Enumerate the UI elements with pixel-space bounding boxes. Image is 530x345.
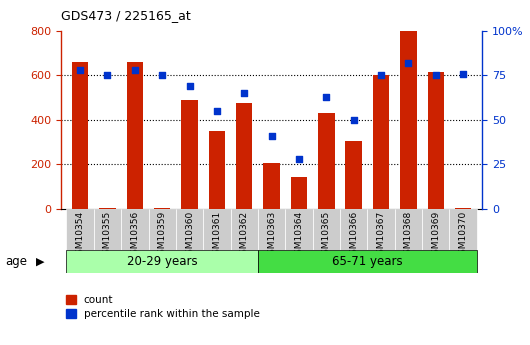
Point (240, 90, 249, 96)
Bar (318, 113, 334, 209)
Text: GSM10367: GSM10367 (377, 211, 385, 260)
Point (404, 60, 413, 66)
Bar (72, 62, 89, 209)
Bar (400, 31, 417, 209)
Point (459, 71, 467, 77)
Text: GSM10361: GSM10361 (213, 211, 222, 260)
Bar (285, 209, 313, 250)
Point (130, 67, 139, 73)
Text: GSM10355: GSM10355 (103, 211, 112, 260)
Point (295, 156, 303, 162)
Point (213, 108, 221, 114)
Bar (181, 100, 198, 209)
Bar (455, 208, 471, 209)
Text: GSM10362: GSM10362 (240, 211, 249, 260)
Bar (236, 103, 252, 209)
Bar (121, 209, 148, 250)
Text: GSM10365: GSM10365 (322, 211, 331, 260)
Text: GSM10364: GSM10364 (295, 211, 304, 260)
Text: 20-29 years: 20-29 years (127, 255, 198, 268)
Bar (99, 208, 116, 209)
Legend: count, percentile rank within the sample: count, percentile rank within the sample (66, 295, 260, 319)
Bar (176, 209, 203, 250)
Point (158, 73, 166, 78)
Bar (209, 131, 225, 209)
Point (349, 117, 358, 122)
Point (377, 73, 385, 78)
Text: GSM10363: GSM10363 (267, 211, 276, 260)
Bar (291, 177, 307, 209)
Text: ▶: ▶ (36, 256, 45, 266)
Bar (449, 209, 477, 250)
Bar (66, 250, 258, 273)
Bar (154, 208, 170, 209)
Point (186, 83, 194, 89)
Point (76, 67, 84, 73)
Bar (94, 209, 121, 250)
Bar (340, 209, 367, 250)
Point (431, 73, 440, 78)
Bar (66, 209, 94, 250)
Text: 65-71 years: 65-71 years (332, 255, 403, 268)
Bar (346, 141, 362, 209)
Bar (148, 209, 176, 250)
Bar (367, 209, 395, 250)
Text: GSM10368: GSM10368 (404, 211, 413, 260)
Point (322, 94, 331, 100)
Bar (428, 72, 444, 209)
Point (268, 133, 276, 139)
Text: age: age (5, 255, 28, 268)
Text: GSM10366: GSM10366 (349, 211, 358, 260)
Point (103, 73, 112, 78)
Text: GSM10360: GSM10360 (185, 211, 194, 260)
Bar (313, 209, 340, 250)
Bar (373, 76, 389, 209)
Bar (258, 209, 285, 250)
Bar (203, 209, 231, 250)
Bar (231, 209, 258, 250)
Text: GSM10359: GSM10359 (158, 211, 166, 260)
Bar (127, 62, 143, 209)
Bar (258, 250, 477, 273)
Text: GSM10356: GSM10356 (130, 211, 139, 260)
Text: GDS473 / 225165_at: GDS473 / 225165_at (61, 9, 191, 22)
Text: GSM10354: GSM10354 (76, 211, 85, 260)
Text: GSM10369: GSM10369 (431, 211, 440, 260)
Bar (263, 163, 280, 209)
Bar (422, 209, 449, 250)
Text: GSM10370: GSM10370 (458, 211, 467, 260)
Bar (395, 209, 422, 250)
